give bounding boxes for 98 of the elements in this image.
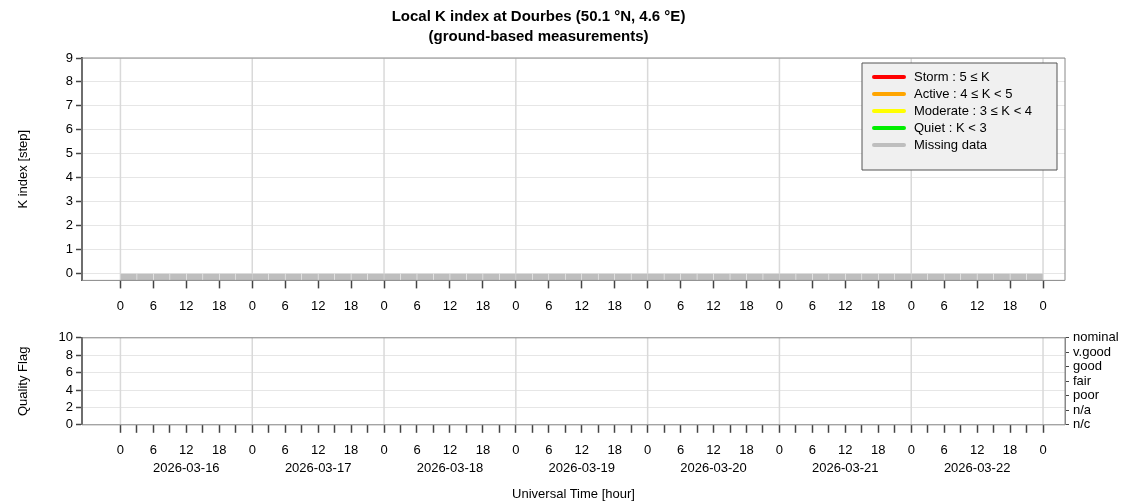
y-tick-label: 4 [65, 169, 73, 185]
x-tick-label: 0 [116, 297, 125, 313]
y-tick-label: 8 [65, 73, 73, 89]
y-tick-label: 4 [65, 381, 73, 397]
x-tick-label: 18 [739, 297, 754, 313]
y-tick-label: 1 [65, 240, 73, 256]
category-label: v.good [1073, 343, 1112, 359]
legend-label: Missing data [914, 136, 988, 152]
x-tick-label: 18 [1002, 442, 1018, 458]
x-tick-label: 0 [1039, 297, 1047, 313]
x-tick-label: 12 [442, 442, 458, 458]
y-tick-label: 6 [65, 364, 73, 380]
category-label: fair [1073, 372, 1092, 388]
x-tick-label: 18 [871, 297, 886, 313]
x-tick-label: 6 [149, 442, 158, 458]
text: 2026-03-20 [680, 460, 747, 476]
x-tick-label: 12 [574, 442, 589, 458]
y-tick-label: 8 [65, 346, 73, 362]
legend-label: Quiet : K < 3 [914, 119, 987, 135]
x-tick-label: 12 [838, 297, 853, 313]
x-tick-label: 6 [676, 297, 685, 313]
chart-subtitle: (ground-based measurements) [428, 27, 649, 45]
x-tick-label: 6 [545, 442, 553, 458]
x-tick-label: 0 [1039, 442, 1047, 458]
text: 2026-03-18 [416, 460, 484, 476]
x-tick-label: 12 [838, 442, 853, 458]
x-tick-label: 6 [149, 297, 158, 313]
x-tick-label: 18 [475, 297, 491, 313]
y-tick-label: 5 [65, 145, 73, 161]
x-tick-label: 12 [706, 297, 721, 313]
y-tick-label: 7 [65, 97, 73, 113]
y-axis-title: K index [step] [15, 129, 31, 209]
x-tick-label: 18 [1002, 297, 1018, 313]
x-tick-label: 6 [281, 442, 289, 458]
x-tick-label: 12 [310, 297, 326, 313]
x-tick-label: 18 [212, 297, 227, 313]
category-label: n/a [1073, 401, 1092, 417]
x-tick-label: 18 [607, 297, 622, 313]
x-tick-label: 0 [644, 442, 652, 458]
y-tick-label: 3 [65, 193, 73, 209]
x-tick-label: 0 [907, 442, 915, 458]
x-tick-label: 12 [706, 442, 721, 458]
x-tick-label: 12 [969, 297, 985, 313]
x-tick-label: 0 [380, 442, 388, 458]
x-tick-label: 6 [281, 297, 289, 313]
category-label: good [1073, 358, 1102, 374]
x-axis-title: Universal Time [hour] [512, 485, 635, 501]
legend-label: Active : 4 ≤ K < 5 [914, 85, 1013, 101]
x-tick-label: 18 [739, 442, 754, 458]
text: 2026-03-21 [812, 460, 879, 476]
x-tick-label: 18 [212, 442, 227, 458]
x-tick-label: 0 [116, 442, 125, 458]
x-tick-label: 6 [808, 297, 816, 313]
x-tick-label: 0 [380, 297, 388, 313]
x-tick-label: 6 [413, 297, 421, 313]
text: 2026-03-16 [153, 460, 220, 476]
x-tick-label: 18 [343, 442, 359, 458]
x-tick-label: 0 [512, 442, 520, 458]
x-tick-label: 12 [969, 442, 985, 458]
x-tick-label: 12 [310, 442, 326, 458]
y-tick-label: 2 [65, 216, 73, 232]
x-tick-label: 6 [545, 297, 553, 313]
x-tick-label: 0 [775, 297, 784, 313]
x-tick-label: 12 [442, 297, 458, 313]
category-label: nominal [1073, 329, 1119, 345]
y-tick-label: 9 [65, 49, 73, 65]
x-tick-label: 6 [940, 297, 948, 313]
text: 2026-03-22 [943, 460, 1011, 476]
x-tick-label: 12 [574, 297, 589, 313]
x-tick-label: 12 [179, 297, 194, 313]
x-tick-label: 6 [940, 442, 948, 458]
x-tick-label: 18 [475, 442, 491, 458]
y-axis-title: Quality Flag [15, 346, 31, 416]
x-tick-label: 6 [808, 442, 816, 458]
legend-label: Moderate : 3 ≤ K < 4 [914, 102, 1033, 118]
y-tick-label: 2 [65, 398, 73, 414]
y-tick-label: 10 [58, 329, 73, 345]
x-tick-label: 0 [644, 297, 652, 313]
x-tick-label: 0 [907, 297, 915, 313]
y-tick-label: 6 [65, 121, 73, 137]
x-tick-label: 0 [248, 442, 256, 458]
x-tick-label: 6 [676, 442, 685, 458]
x-tick-label: 0 [512, 297, 520, 313]
x-tick-label: 0 [775, 442, 784, 458]
y-tick-label: 0 [65, 264, 73, 280]
x-tick-label: 18 [343, 297, 359, 313]
x-tick-label: 18 [607, 442, 622, 458]
category-label: n/c [1073, 416, 1091, 432]
category-label: poor [1073, 387, 1100, 403]
y-tick-label: 0 [65, 416, 73, 432]
x-tick-label: 18 [871, 442, 886, 458]
x-tick-label: 12 [179, 442, 194, 458]
text: 2026-03-17 [284, 460, 352, 476]
chart-title: Local K index at Dourbes (50.1 °N, 4.6 °E) [391, 7, 686, 25]
legend-label: Storm : 5 ≤ K [914, 68, 991, 84]
x-tick-label: 6 [413, 442, 421, 458]
text: 2026-03-19 [548, 460, 615, 476]
x-tick-label: 0 [248, 297, 256, 313]
